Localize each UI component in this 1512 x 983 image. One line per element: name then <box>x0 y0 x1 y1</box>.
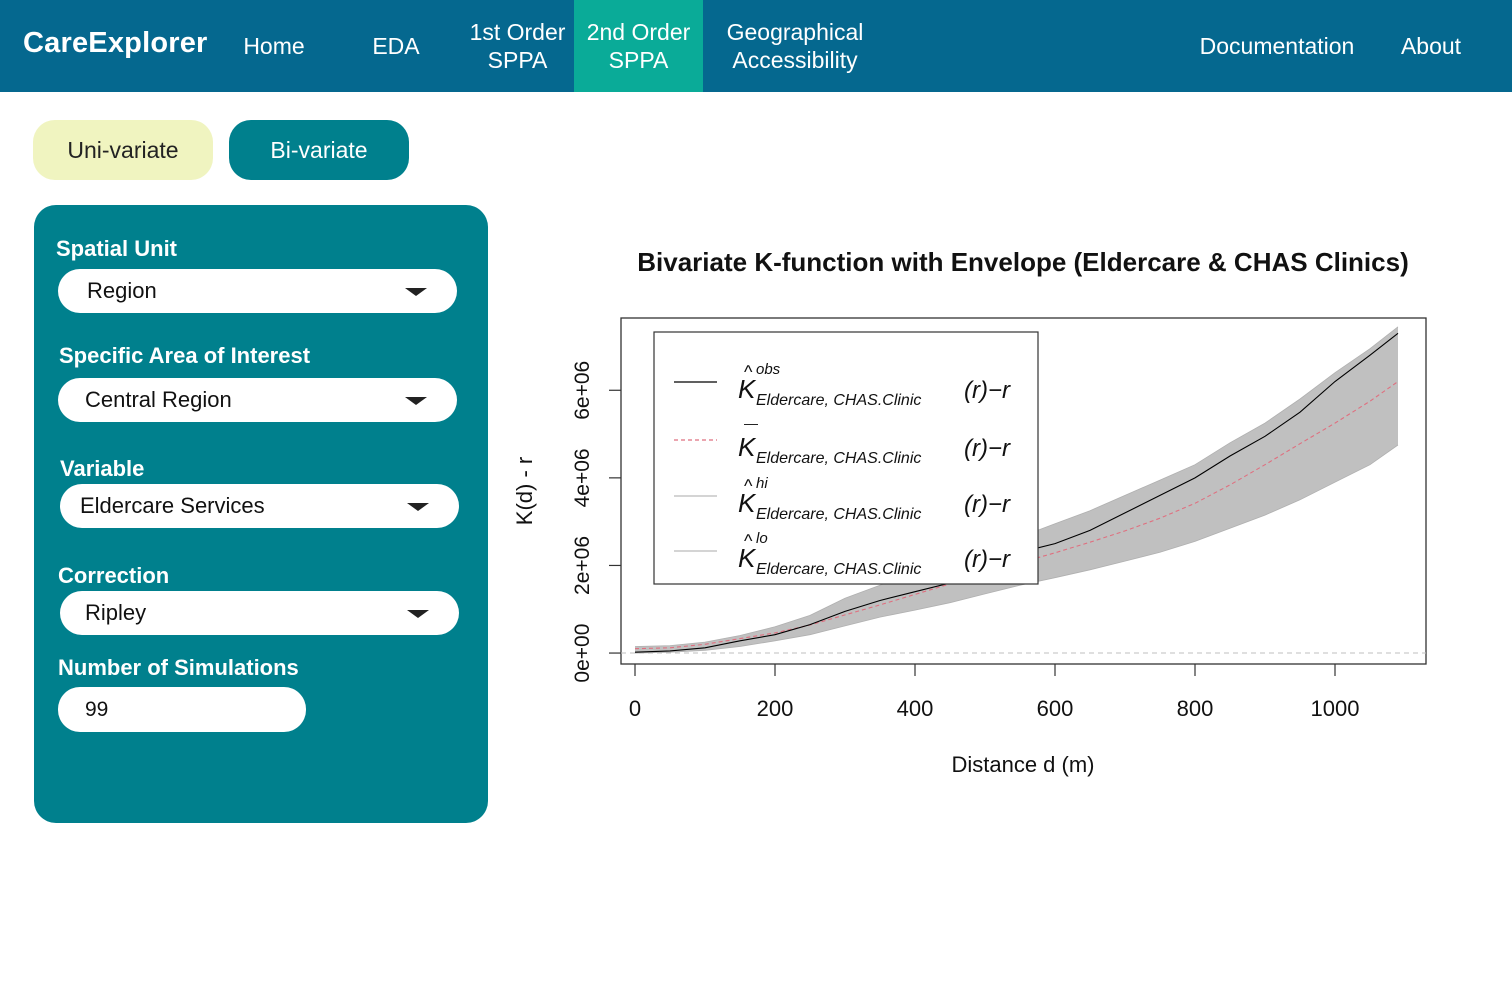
nav-home-label: Home <box>243 33 305 59</box>
legend-subscript: Eldercare, CHAS.Clinic <box>756 506 921 523</box>
legend-k-symbol: K <box>738 432 757 462</box>
spatial-unit-select[interactable]: Region <box>58 269 457 313</box>
nav-first-order-line1: 1st Order <box>469 19 566 45</box>
x-tick-label: 600 <box>1037 696 1074 721</box>
legend-tail: (r)−r <box>964 546 1011 573</box>
legend-tail: (r)−r <box>964 435 1011 462</box>
y-tick-label: 4e+06 <box>571 448 594 507</box>
correction-value: Ripley <box>85 600 147 625</box>
univariate-tab[interactable]: Uni-variate <box>33 120 213 180</box>
legend-k-symbol: K <box>738 543 757 573</box>
legend-subscript: Eldercare, CHAS.Clinic <box>756 450 921 467</box>
series-line-theo <box>634 381 1399 650</box>
plot-frame <box>620 317 1427 665</box>
nav-about-label: About <box>1400 33 1462 59</box>
y-tick-label: 0e+00 <box>571 624 594 683</box>
chevron-down-icon <box>405 288 427 296</box>
x-tick-label: 200 <box>757 696 794 721</box>
area-of-interest-select[interactable]: Central Region <box>58 378 457 422</box>
legend-subscript: Eldercare, CHAS.Clinic <box>756 561 921 578</box>
nav-geo-line1: Geographical <box>726 19 864 45</box>
nav-documentation[interactable]: Documentation <box>1184 0 1370 92</box>
simulations-label: Number of Simulations <box>58 655 299 680</box>
nav-about[interactable]: About <box>1386 0 1476 92</box>
legend-hat: ^ <box>744 476 753 496</box>
nav-eda[interactable]: EDA <box>350 0 442 92</box>
envelope-layer <box>635 326 1398 654</box>
chevron-down-icon <box>407 610 429 618</box>
bivariate-tab[interactable]: Bi-variate <box>229 120 409 180</box>
y-axis-label: K(d) - r <box>512 457 537 525</box>
chevron-down-icon <box>407 503 429 511</box>
legend-superscript: hi <box>756 475 768 492</box>
legend-k-symbol: K <box>738 488 757 518</box>
spatial-unit-label: Spatial Unit <box>56 236 178 261</box>
top-navbar: CareExplorer Home EDA 1st Order SPPA 2nd … <box>0 0 1512 92</box>
area-of-interest-value: Central Region <box>85 387 232 412</box>
legend-subscript: Eldercare, CHAS.Clinic <box>756 392 921 409</box>
legend-tail: (r)−r <box>964 491 1011 518</box>
nav-second-order-line2: SPPA <box>608 47 669 73</box>
variable-select[interactable]: Eldercare Services <box>60 484 459 528</box>
y-tick-label: 6e+06 <box>571 361 594 420</box>
brand-logo[interactable]: CareExplorer <box>23 27 208 59</box>
y-tick-label: 2e+06 <box>571 536 594 595</box>
envelope-band <box>635 326 1398 654</box>
chevron-down-icon <box>405 397 427 405</box>
legend-hat: — <box>744 415 758 431</box>
nav-home[interactable]: Home <box>222 0 326 92</box>
x-tick-label: 400 <box>897 696 934 721</box>
nav-geographical-accessibility[interactable]: Geographical Accessibility <box>712 0 878 92</box>
legend-hat: ^ <box>744 362 753 382</box>
nav-documentation-label: Documentation <box>1199 33 1355 59</box>
nav-first-order-sppa[interactable]: 1st Order SPPA <box>461 0 574 92</box>
correction-label: Correction <box>58 563 170 588</box>
nav-second-order-line1: 2nd Order <box>586 19 691 45</box>
nav-first-order-line2: SPPA <box>487 47 548 73</box>
variable-label: Variable <box>60 456 145 481</box>
x-tick-label: 800 <box>1177 696 1214 721</box>
x-tick-label: 1000 <box>1311 696 1360 721</box>
area-of-interest-label: Specific Area of Interest <box>59 343 311 368</box>
series-line-lo <box>634 444 1399 654</box>
x-axis-label: Distance d (m) <box>951 752 1094 777</box>
nav-eda-label: EDA <box>372 33 420 59</box>
legend-k-symbol: K <box>738 374 757 404</box>
legend-box <box>653 331 1039 585</box>
axis-layer: 0 200 400 600 800 1000 0e+00 2e+06 4e+06 6e+06 <box>571 361 1359 721</box>
legend-superscript: lo <box>756 530 768 547</box>
nav-second-order-sppa[interactable]: 2nd Order SPPA <box>574 0 703 92</box>
nav-geo-line2: Accessibility <box>732 47 858 73</box>
chart-title: Bivariate K-function with Envelope (Elde… <box>637 247 1408 277</box>
spatial-unit-value: Region <box>87 278 157 303</box>
correction-select[interactable]: Ripley <box>60 591 459 635</box>
x-tick-label: 0 <box>629 696 641 721</box>
legend-superscript: obs <box>756 361 781 378</box>
legend-tail: (r)−r <box>964 377 1011 404</box>
simulations-input[interactable] <box>58 687 306 732</box>
variable-value: Eldercare Services <box>80 493 265 518</box>
legend-hat: ^ <box>744 531 753 551</box>
